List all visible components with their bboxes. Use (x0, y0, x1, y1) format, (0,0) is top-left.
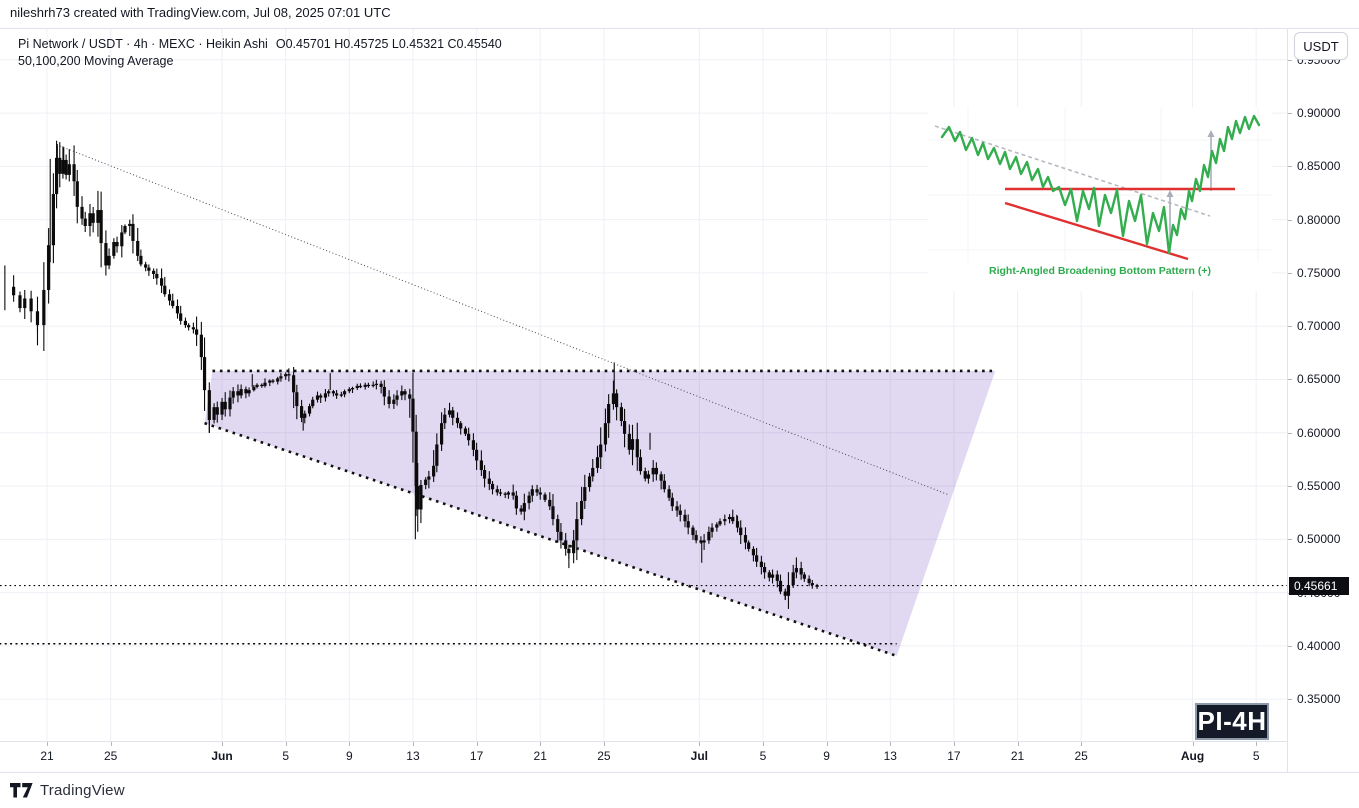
price-axis-tick (1288, 379, 1292, 381)
price-axis-label: 0.65000 (1297, 372, 1341, 387)
legend-symbol-row: Pi Network / USDT · 4h · MEXC · Heikin A… (18, 36, 502, 53)
price-axis-label: 0.35000 (1297, 692, 1341, 707)
attribution-text: nileshrh73 created with TradingView.com,… (10, 5, 391, 20)
time-axis-label: 9 (345, 749, 353, 763)
time-axis-tick (540, 742, 542, 746)
time-axis-tick (1192, 742, 1194, 746)
price-chart-canvas[interactable] (0, 29, 1287, 742)
time-axis-label: 5 (282, 749, 290, 763)
tradingview-logo-icon (10, 783, 33, 798)
price-axis-tick (1288, 699, 1292, 701)
current-price-tag: 0.45661 (1289, 576, 1349, 595)
legend-indicator-row[interactable]: 50,100,200 Moving Average (18, 54, 174, 68)
price-axis-tick (1288, 486, 1292, 488)
time-axis-label: 21 (40, 749, 54, 763)
time-axis-label: Jun (211, 749, 233, 763)
time-axis-label: 13 (883, 749, 897, 763)
price-axis-tick (1288, 166, 1292, 168)
tradingview-brand-text: TradingView (40, 782, 125, 799)
axis-corner (1287, 741, 1359, 772)
time-axis-tick (47, 742, 49, 746)
chart-area: Pi Network / USDT · 4h · MEXC · Heikin A… (0, 28, 1359, 742)
price-axis-label: 0.40000 (1297, 638, 1341, 653)
time-axis-tick (603, 742, 605, 746)
time-axis-label: 17 (469, 749, 484, 763)
price-axis-label: 0.55000 (1297, 479, 1341, 494)
time-axis-label: 21 (533, 749, 547, 763)
pattern-caption: Right-Angled Broadening Bottom Pattern (… (989, 265, 1211, 277)
price-axis-label: 0.70000 (1297, 319, 1341, 334)
time-axis-label: 5 (759, 749, 767, 763)
time-axis-label: 21 (1010, 749, 1025, 763)
time-axis-tick (1081, 742, 1083, 746)
time-axis-label: 25 (597, 749, 611, 763)
time-axis-label: 9 (823, 749, 830, 763)
price-axis-label: 0.85000 (1297, 159, 1341, 174)
price-axis-label: 0.90000 (1297, 106, 1341, 121)
time-axis-tick (953, 742, 955, 746)
time-axis-tick (110, 742, 112, 746)
price-axis-tick (1288, 59, 1292, 61)
chart-legend[interactable]: Pi Network / USDT · 4h · MEXC · Heikin A… (18, 36, 502, 70)
symbol-description: Pi Network / USDT · 4h · MEXC · Heikin A… (18, 37, 268, 51)
time-axis-tick (412, 742, 414, 746)
pattern-inset-image[interactable]: Right-Angled Broadening Bottom Pattern (… (928, 107, 1272, 291)
time-axis-tick (222, 742, 224, 746)
price-axis-tick (1288, 219, 1292, 221)
time-axis-label: 17 (947, 749, 961, 763)
time-axis-tick (476, 742, 478, 746)
ohlc-values: O0.45701 H0.45725 L0.45321 C0.45540 (275, 37, 502, 51)
price-axis-tick (1288, 645, 1292, 647)
price-axis-tick (1288, 326, 1292, 328)
time-axis-label: 5 (1252, 749, 1260, 763)
price-axis[interactable]: USDT 0.950000.900000.850000.800000.75000… (1287, 29, 1359, 742)
time-axis-label: 25 (1074, 749, 1088, 763)
time-axis-tick (890, 742, 892, 746)
time-axis-tick (1017, 742, 1019, 746)
price-axis-label: 0.60000 (1297, 425, 1341, 440)
price-axis-tick (1288, 113, 1292, 115)
time-axis-tick (1256, 742, 1258, 746)
time-axis-tick (349, 742, 351, 746)
price-axis-label: 0.50000 (1297, 532, 1341, 547)
currency-button[interactable]: USDT (1294, 32, 1348, 60)
price-axis-label: 0.80000 (1297, 212, 1341, 227)
time-axis-tick (826, 742, 828, 746)
footer: TradingView (0, 772, 1359, 808)
price-axis-tick (1288, 539, 1292, 541)
time-axis-label: Aug (1180, 749, 1205, 763)
symbol-badge[interactable]: PI-4H (1195, 703, 1269, 740)
time-axis-label: 25 (103, 749, 118, 763)
time-axis[interactable]: 21 25 Jun 5 9 13 17 21 25 Jul 5 9 13 17 21 25 Aug 5 (0, 741, 1359, 773)
time-axis-label: 13 (406, 749, 420, 763)
time-axis-tick (285, 742, 287, 746)
time-axis-tick (699, 742, 701, 746)
price-axis-label: 0.75000 (1297, 265, 1341, 280)
price-axis-tick (1288, 432, 1292, 434)
time-axis-tick (762, 742, 764, 746)
time-axis-label: Jul (690, 749, 708, 763)
price-axis-tick (1288, 272, 1292, 274)
pattern-sketch (928, 107, 1272, 262)
tradingview-brand[interactable]: TradingView (10, 782, 125, 799)
